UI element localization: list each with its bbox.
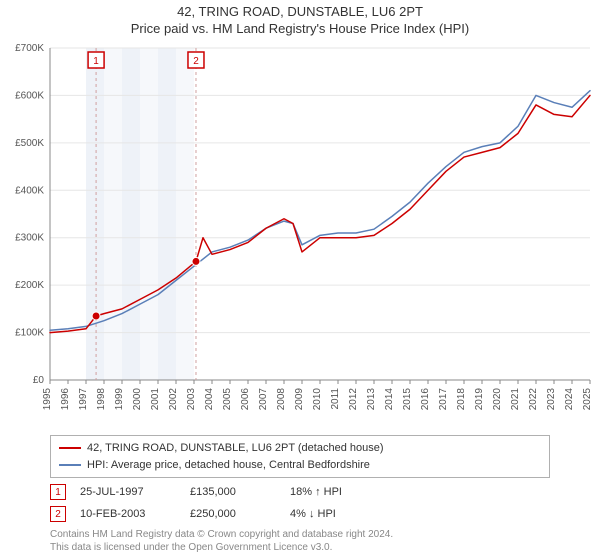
svg-text:1: 1 xyxy=(93,56,99,67)
svg-text:2019: 2019 xyxy=(474,388,485,411)
svg-text:2008: 2008 xyxy=(276,388,287,411)
legend-box: 42, TRING ROAD, DUNSTABLE, LU6 2PT (deta… xyxy=(50,435,550,478)
svg-text:£0: £0 xyxy=(33,375,45,386)
svg-text:£400K: £400K xyxy=(15,185,44,196)
svg-text:2009: 2009 xyxy=(294,388,305,411)
svg-text:£300K: £300K xyxy=(15,233,44,244)
svg-text:£600K: £600K xyxy=(15,90,44,101)
svg-text:£100K: £100K xyxy=(15,328,44,339)
legend-label-2: HPI: Average price, detached house, Cent… xyxy=(87,457,370,474)
svg-text:2021: 2021 xyxy=(510,388,521,411)
svg-text:2005: 2005 xyxy=(222,388,233,411)
svg-text:1999: 1999 xyxy=(114,388,125,411)
sale-price-2: £250,000 xyxy=(190,508,290,520)
svg-text:2011: 2011 xyxy=(330,388,341,410)
svg-text:2: 2 xyxy=(193,56,199,67)
sale-date-1: 25-JUL-1997 xyxy=(80,486,190,498)
svg-text:2002: 2002 xyxy=(168,388,179,411)
price-chart: £0 £100K £200K £300K £400K £500K £600K £700K 199… xyxy=(0,40,600,440)
svg-text:2025: 2025 xyxy=(582,388,593,411)
svg-text:2020: 2020 xyxy=(492,388,503,411)
svg-text:1995: 1995 xyxy=(42,388,53,411)
attribution-line1: Contains HM Land Registry data © Crown c… xyxy=(50,528,550,541)
marker-badge-1: 1 xyxy=(50,484,66,500)
sale-delta-2: 4% ↓ HPI xyxy=(290,508,336,520)
legend-label-1: 42, TRING ROAD, DUNSTABLE, LU6 2PT (deta… xyxy=(87,440,384,457)
svg-text:1998: 1998 xyxy=(96,388,107,411)
svg-text:2000: 2000 xyxy=(132,388,143,411)
attribution: Contains HM Land Registry data © Crown c… xyxy=(50,528,550,554)
svg-text:2004: 2004 xyxy=(204,388,215,411)
svg-text:£200K: £200K xyxy=(15,280,44,291)
sale-row-2: 2 10-FEB-2003 £250,000 4% ↓ HPI xyxy=(50,506,550,522)
svg-text:1996: 1996 xyxy=(60,388,71,411)
svg-text:2010: 2010 xyxy=(312,388,323,411)
svg-text:2001: 2001 xyxy=(150,388,161,411)
attribution-line2: This data is licensed under the Open Gov… xyxy=(50,541,550,554)
svg-text:2017: 2017 xyxy=(438,388,449,411)
svg-text:2023: 2023 xyxy=(546,388,557,411)
svg-text:2006: 2006 xyxy=(240,388,251,411)
svg-text:2007: 2007 xyxy=(258,388,269,411)
svg-text:2016: 2016 xyxy=(420,388,431,411)
svg-text:2022: 2022 xyxy=(528,388,539,411)
sale-row-1: 1 25-JUL-1997 £135,000 18% ↑ HPI xyxy=(50,484,550,500)
svg-text:2013: 2013 xyxy=(366,388,377,411)
svg-text:2003: 2003 xyxy=(186,388,197,411)
legend-swatch-1 xyxy=(59,447,81,449)
svg-text:2018: 2018 xyxy=(456,388,467,411)
svg-text:2014: 2014 xyxy=(384,388,395,411)
svg-text:2015: 2015 xyxy=(402,388,413,411)
legend-row-1: 42, TRING ROAD, DUNSTABLE, LU6 2PT (deta… xyxy=(59,440,541,457)
svg-text:2024: 2024 xyxy=(564,388,575,411)
chart-title-line1: 42, TRING ROAD, DUNSTABLE, LU6 2PT xyxy=(0,4,600,21)
sale-date-2: 10-FEB-2003 xyxy=(80,508,190,520)
sale-price-1: £135,000 xyxy=(190,486,290,498)
legend-swatch-2 xyxy=(59,464,81,466)
svg-text:1997: 1997 xyxy=(78,388,89,411)
svg-text:£500K: £500K xyxy=(15,138,44,149)
marker-badge-2: 2 xyxy=(50,506,66,522)
chart-title-line2: Price paid vs. HM Land Registry's House … xyxy=(0,21,600,38)
legend-row-2: HPI: Average price, detached house, Cent… xyxy=(59,457,541,474)
svg-text:£700K: £700K xyxy=(15,43,44,54)
svg-text:2012: 2012 xyxy=(348,388,359,411)
sale-delta-1: 18% ↑ HPI xyxy=(290,486,342,498)
